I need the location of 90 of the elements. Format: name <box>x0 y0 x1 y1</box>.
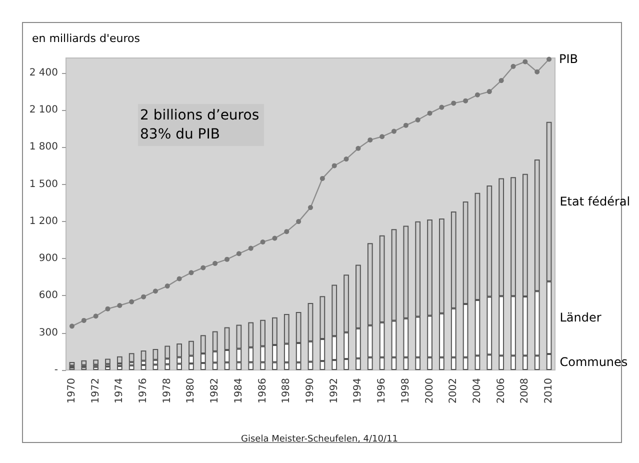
x-tick-label: 1998 <box>400 378 412 404</box>
bar <box>105 366 110 370</box>
point <box>451 100 456 106</box>
point <box>391 128 396 134</box>
point <box>164 284 170 289</box>
x-tick-label: 2010 <box>544 378 555 404</box>
series-label: Communes <box>560 355 628 370</box>
y-tick-label: 1 800 <box>29 142 58 153</box>
point <box>510 64 516 69</box>
bar <box>116 356 122 364</box>
x-tick-label: 1986 <box>257 378 268 404</box>
point <box>248 246 254 251</box>
x-tick-label: 1982 <box>210 378 221 404</box>
point <box>308 205 313 210</box>
point <box>224 256 230 262</box>
point <box>403 122 408 128</box>
point <box>546 56 552 62</box>
point <box>296 219 302 224</box>
y-tick-label: 900 <box>38 253 58 264</box>
point <box>129 299 134 304</box>
y-tick-label: 600 <box>38 290 58 302</box>
x-tick-label: 1978 <box>162 378 173 404</box>
x-tick-label: 1970 <box>66 378 78 404</box>
point <box>344 156 349 162</box>
y-axis-title: en milliards d'euros <box>32 32 140 45</box>
series-label: Länder <box>560 310 602 325</box>
point <box>368 137 373 142</box>
series-label: PIB <box>559 52 578 66</box>
point <box>284 229 290 234</box>
y-tick-label: - <box>54 364 58 376</box>
x-tick-label: 1974 <box>114 378 126 404</box>
point <box>200 265 206 270</box>
x-tick-label: 1996 <box>376 378 388 404</box>
bar <box>93 366 98 370</box>
annotation: 83% du PIB <box>140 126 220 142</box>
y-tick-label: 1 500 <box>29 178 58 190</box>
bar <box>105 358 110 364</box>
text: Gisela Meister-Scheufelen, 4/10/11 <box>241 434 398 444</box>
x-tick-label: 1980 <box>186 378 197 404</box>
x-tick-label: 1992 <box>328 378 340 404</box>
annotation: 2 billions d’euros <box>140 108 260 124</box>
x-tick-label: 1984 <box>233 378 244 404</box>
bar <box>140 350 146 361</box>
point <box>117 302 122 308</box>
point <box>439 104 444 110</box>
point <box>522 59 528 64</box>
y-tick-label: 2 400 <box>29 67 58 78</box>
x-tick-label: 2006 <box>496 378 507 404</box>
x-tick-label: 1988 <box>281 378 292 404</box>
bar <box>116 366 122 370</box>
y-tick-label: 2 100 <box>29 104 58 116</box>
bar <box>93 360 98 365</box>
point <box>380 134 385 140</box>
point <box>356 146 361 151</box>
x-tick-label: 1990 <box>305 378 316 404</box>
point <box>332 163 337 168</box>
bar <box>128 365 134 370</box>
y-tick-label: 1 200 <box>29 216 58 227</box>
point <box>415 117 420 122</box>
y-tick-label: 300 <box>38 327 58 338</box>
x-tick-label: 2002 <box>448 378 460 404</box>
point <box>212 260 218 266</box>
bar <box>128 353 134 362</box>
x-tick-label: 1994 <box>352 378 364 404</box>
point <box>176 276 182 282</box>
point <box>534 69 540 74</box>
point <box>141 294 146 300</box>
point <box>93 314 98 319</box>
point <box>320 176 325 181</box>
point <box>236 251 242 256</box>
bar <box>69 362 75 366</box>
point <box>188 270 194 276</box>
point <box>486 89 492 94</box>
point <box>427 110 432 116</box>
x-tick-label: 2000 <box>424 378 436 404</box>
x-tick-label: 2008 <box>520 378 531 404</box>
point <box>152 288 158 294</box>
point <box>463 98 468 104</box>
point <box>81 318 86 323</box>
point <box>272 236 278 241</box>
bar <box>81 360 87 366</box>
series-label: Etat fédéral <box>560 194 630 209</box>
point <box>498 78 504 84</box>
point <box>105 306 110 312</box>
point <box>474 92 480 98</box>
point <box>69 324 74 329</box>
point <box>260 239 266 244</box>
x-tick-label: 2004 <box>472 378 483 404</box>
x-tick-label: 1976 <box>138 378 150 404</box>
x-tick-label: 1972 <box>90 378 102 404</box>
